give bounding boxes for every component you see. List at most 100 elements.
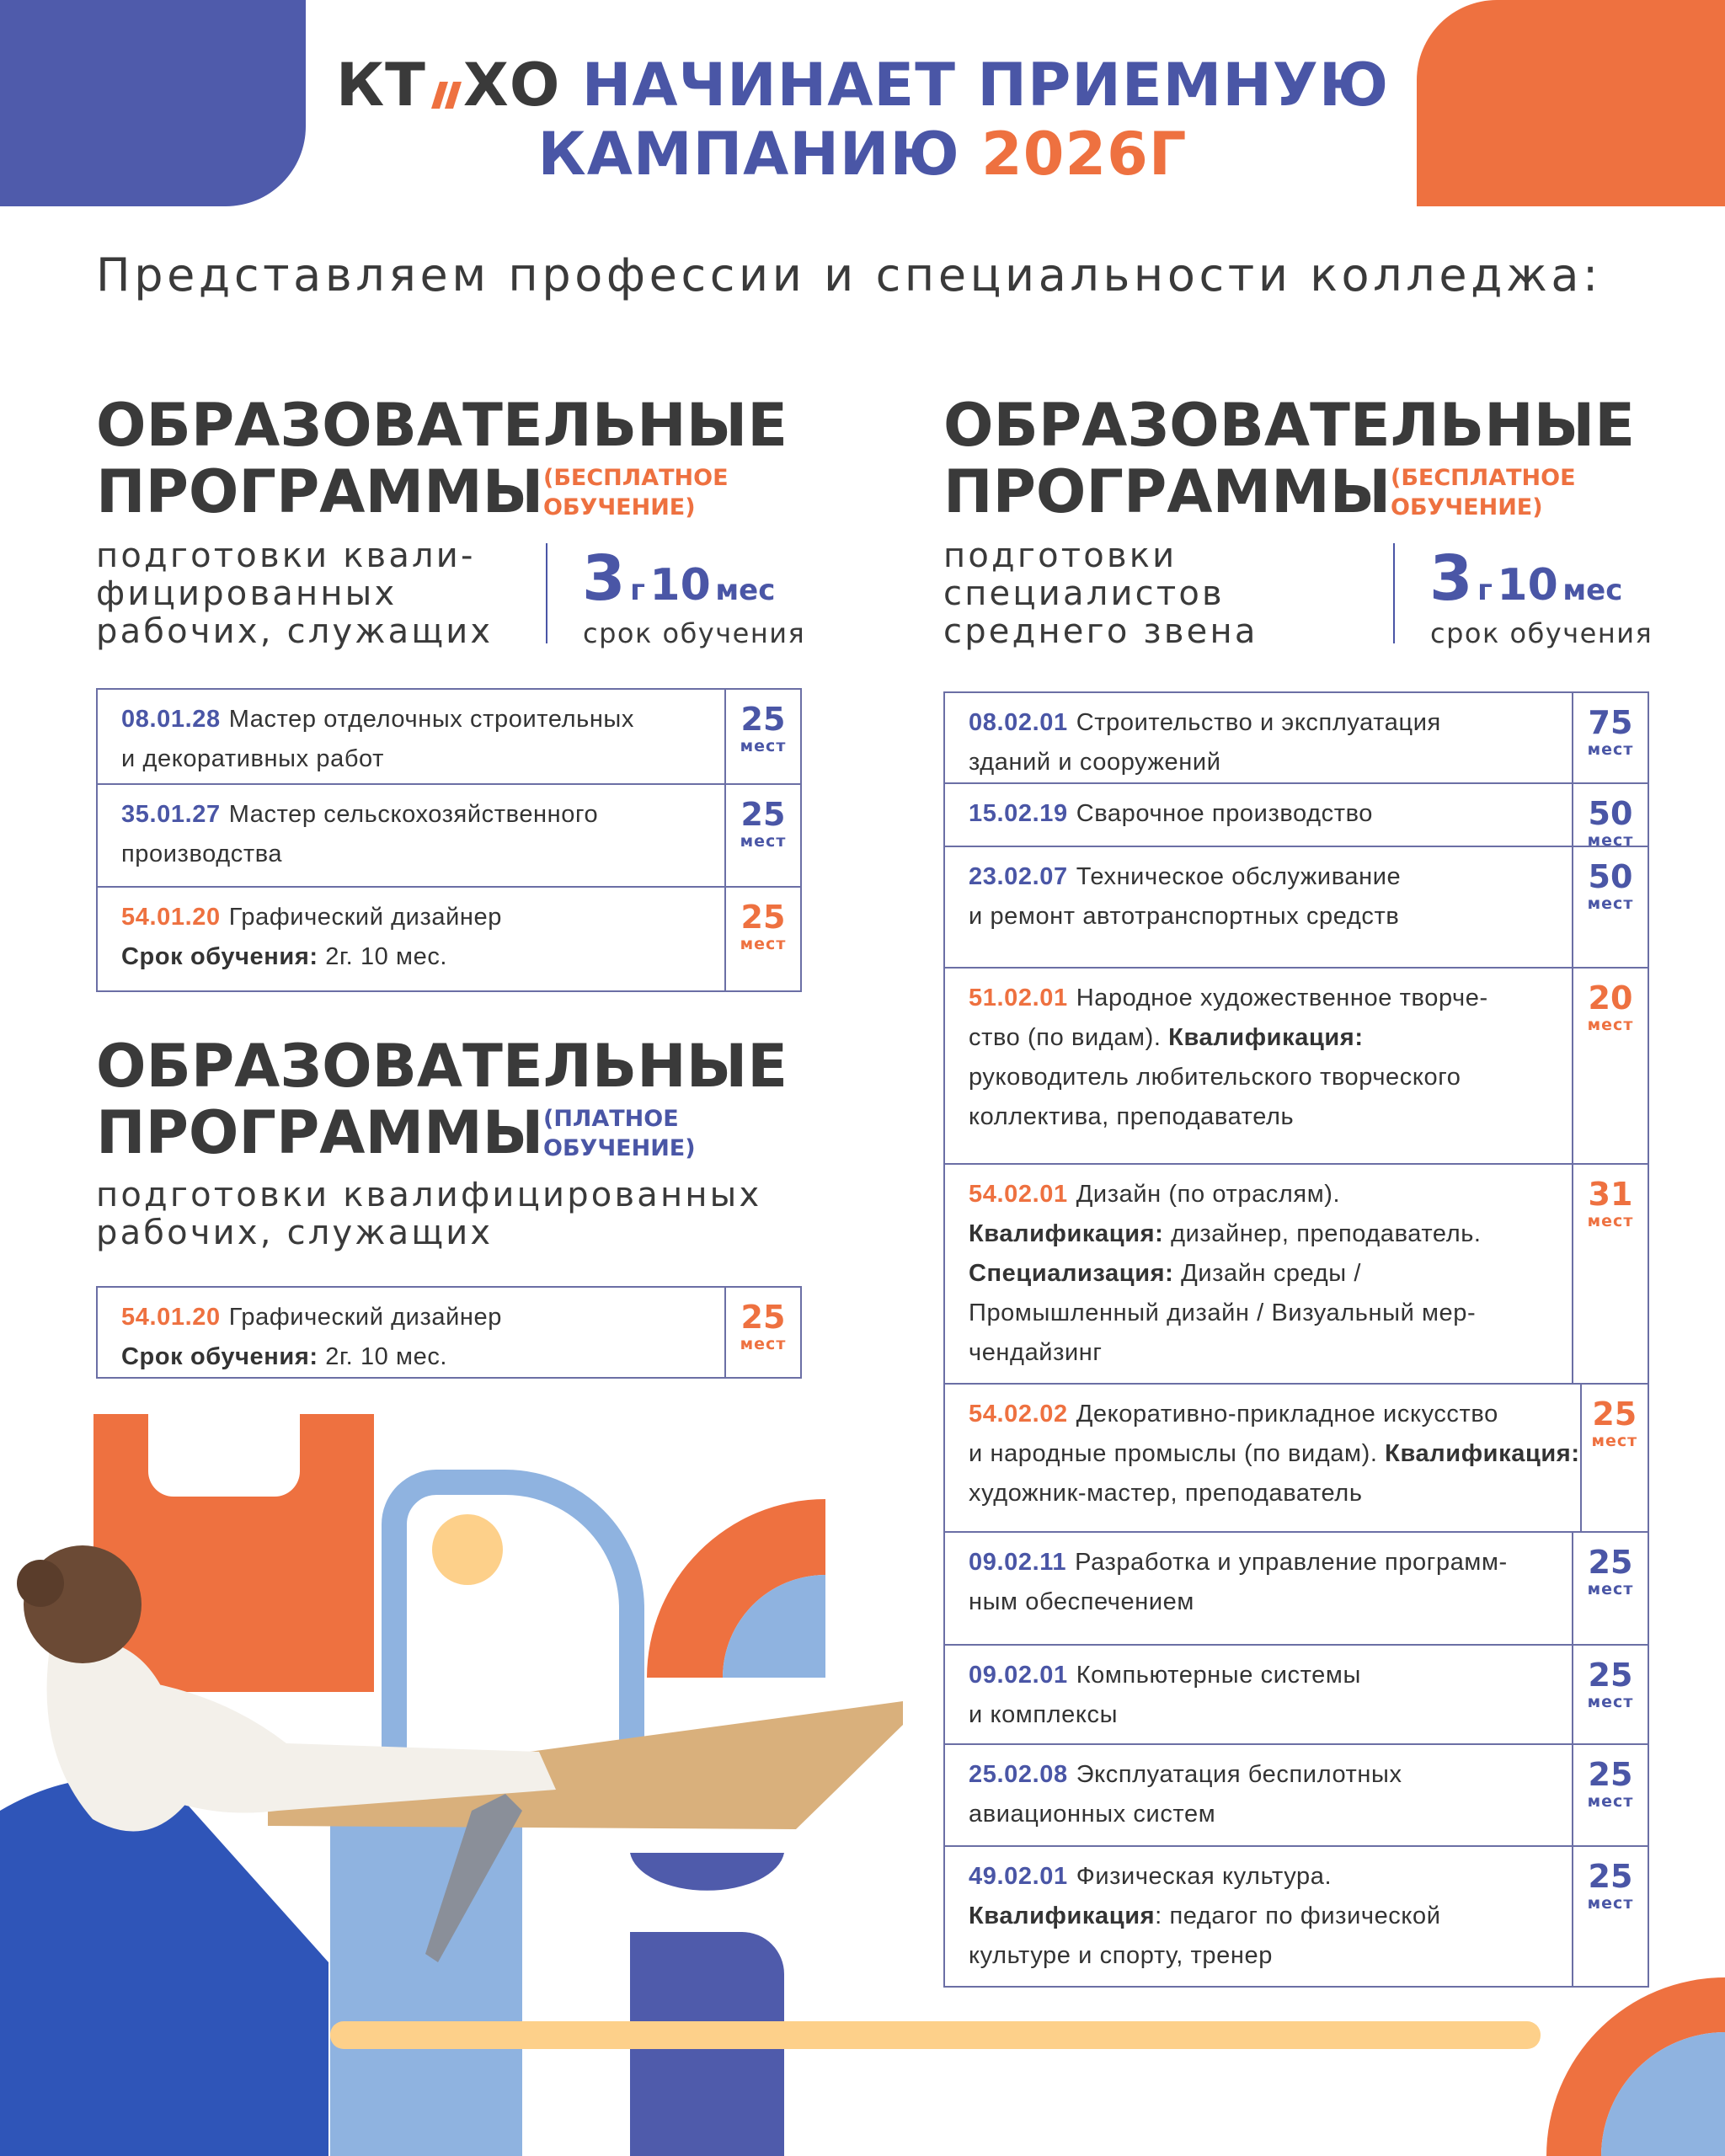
seats: 25 мест [1572,1847,1648,1986]
program-text: 54.01.20 Графический дизайнер Срок обучени… [98,1288,724,1377]
text-line: художник-мастер, преподаватель [969,1474,1580,1513]
text-line: 09.02.11 Разработка и управление программ… [969,1543,1572,1582]
program-code: 54.01.20 [121,904,221,931]
seats-number: 25 [740,1299,786,1336]
program-code: 54.01.20 [121,1304,221,1331]
seats-number: 50 [1588,795,1633,832]
section-heading: ОБРАЗОВАТЕЛЬНЫЕ ПРОГРАММЫ [96,392,788,526]
text-segment: чендайзинг [969,1339,1103,1366]
text-segment: и комплексы [969,1701,1119,1728]
duration: 3 г 10 мес [1429,542,1622,615]
text-line: и ремонт автотранспортных средств [969,897,1572,937]
program-code: 51.02.01 [969,985,1068,1011]
description-line: подготовки [943,536,1178,575]
text-line: 23.02.07 Техническое обслуживание [969,857,1572,897]
program-text: 09.02.11 Разработка и управление программ… [945,1533,1572,1644]
seats: 50 мест [1572,847,1648,967]
title-text: КАМПАНИЮ [537,120,960,189]
heading-line: ОБРАЗОВАТЕЛЬНЫЕ [943,391,1636,460]
seats-label: мест [740,737,787,755]
text-line: зданий и сооружений [969,743,1572,782]
seats-label: мест [1587,894,1634,913]
text-segment: Квалификация [969,1903,1156,1929]
text-segment: Квалификация: [969,1220,1164,1247]
seats: 25 мест [1572,1646,1648,1743]
duration-unit: г [630,574,645,607]
program-code: 49.02.01 [969,1863,1068,1890]
section-description: подготовки специалистов среднего звена [943,537,1258,651]
description-line: рабочих, служащих [96,1214,494,1252]
seats-label: мест [1587,1016,1634,1034]
title-line: КТ ХО НАЧИНАЕТ ПРИЕМНУЮ [0,51,1725,120]
text-segment: Промышленный дизайн / Визуальный мер- [969,1299,1477,1326]
note-line: (БЕСПЛАТНОЕ [1391,465,1576,491]
seats: 31 мест [1572,1165,1648,1383]
duration-months: 10 [649,560,711,611]
note-line: (ПЛАТНОЕ [543,1106,679,1132]
duration-unit: г [1477,574,1493,607]
program-text: 23.02.07 Техническое обслуживание и ремонт… [945,847,1572,967]
heading-line: ОБРАЗОВАТЕЛЬНЫЕ [96,1032,788,1101]
seats: 25 мест [724,888,800,990]
duration-label: срок обучения [1430,617,1653,649]
seats: 25 мест [724,1288,800,1377]
program-row: 15.02.19 Сварочное производство 50 мест [945,782,1648,850]
text-segment: Разработка и управление программ- [1075,1549,1508,1576]
title: КТ ХО НАЧИНАЕТ ПРИЕМНУЮ КАМПАНИЮ 2026Г [0,51,1725,189]
heading-line: ПРОГРАММЫ [943,457,1391,526]
program-code: 35.01.27 [121,801,221,828]
section-note: (БЕСПЛАТНОЕ ОБУЧЕНИЕ) [543,463,729,522]
program-row: 08.01.28 Мастер отделочных строительных и … [98,690,800,783]
description-line: рабочих, служащих [96,612,494,651]
text-line: и декоративных работ [121,739,724,779]
seats: 25 мест [1579,1385,1648,1531]
text-line: 15.02.19 Сварочное производство [969,794,1572,834]
program-text: 35.01.27 Мастер сельскохозяйственного прои… [98,785,724,886]
text-line: Промышленный дизайн / Визуальный мер- [969,1294,1572,1333]
text-segment: руководитель любительского творческого [969,1064,1461,1091]
text-line: 54.02.02 Декоративно-прикладное искусство [969,1395,1580,1434]
text-line: чендайзинг [969,1333,1572,1373]
title-line: КАМПАНИЮ 2026Г [0,120,1725,189]
section-note: (БЕСПЛАТНОЕ ОБУЧЕНИЕ) [1391,463,1576,522]
program-table: 54.01.20 Графический дизайнер Срок обучени… [96,1286,802,1379]
seats-number: 25 [740,796,786,833]
text-segment: культуре и спорту, тренер [969,1942,1273,1969]
text-line: ство (по видам). Квалификация: [969,1018,1572,1058]
text-segment: 2г. 10 мес. [318,943,448,970]
text-segment: Эксплуатация беспилотных [1076,1761,1402,1788]
text-segment: Физическая культура. [1076,1863,1332,1890]
text-line: 35.01.27 Мастер сельскохозяйственного [121,795,724,835]
text-line: 08.01.28 Мастер отделочных строительных [121,700,724,739]
section-heading: ОБРАЗОВАТЕЛЬНЫЕ ПРОГРАММЫ [96,1033,788,1166]
text-segment: Срок обучения: [121,943,318,970]
program-code: 08.01.28 [121,706,221,733]
text-segment: Квалификация: [1168,1024,1364,1051]
seats-label: мест [740,832,787,851]
program-text: 09.02.01 Компьютерные системы и комплексы [945,1646,1572,1743]
program-row: 51.02.01 Народное художественное творче-с… [945,967,1648,1163]
text-segment: Дизайн (по отраслям). [1076,1181,1341,1208]
duration-years: 3 [582,542,626,615]
seats: 75 мест [1572,693,1648,782]
seats-number: 75 [1588,704,1633,741]
seats: 25 мест [1572,1533,1648,1644]
seats-number: 20 [1588,979,1633,1017]
seats-number: 25 [1588,1858,1633,1895]
seats: 25 мест [724,785,800,886]
heading-line: ОБРАЗОВАТЕЛЬНЫЕ [96,391,788,460]
program-code: 15.02.19 [969,800,1068,827]
seats-number: 25 [1588,1657,1633,1694]
text-line: 09.02.01 Компьютерные системы [969,1656,1572,1695]
subtitle: Представляем профессии и специальности к… [96,248,1602,302]
seats-number: 25 [740,899,786,936]
text-segment: производства [121,841,283,867]
program-row: 09.02.11 Разработка и управление программ… [945,1531,1648,1644]
text-segment: Декоративно-прикладное искусство [1076,1401,1498,1428]
program-row: 54.02.01 Дизайн (по отраслям). Квалификаци… [945,1163,1648,1383]
text-line: и комплексы [969,1695,1572,1735]
text-segment: Техническое обслуживание [1076,863,1402,890]
title-year: 2026Г [981,120,1188,189]
section-heading: ОБРАЗОВАТЕЛЬНЫЕ ПРОГРАММЫ [943,392,1635,526]
